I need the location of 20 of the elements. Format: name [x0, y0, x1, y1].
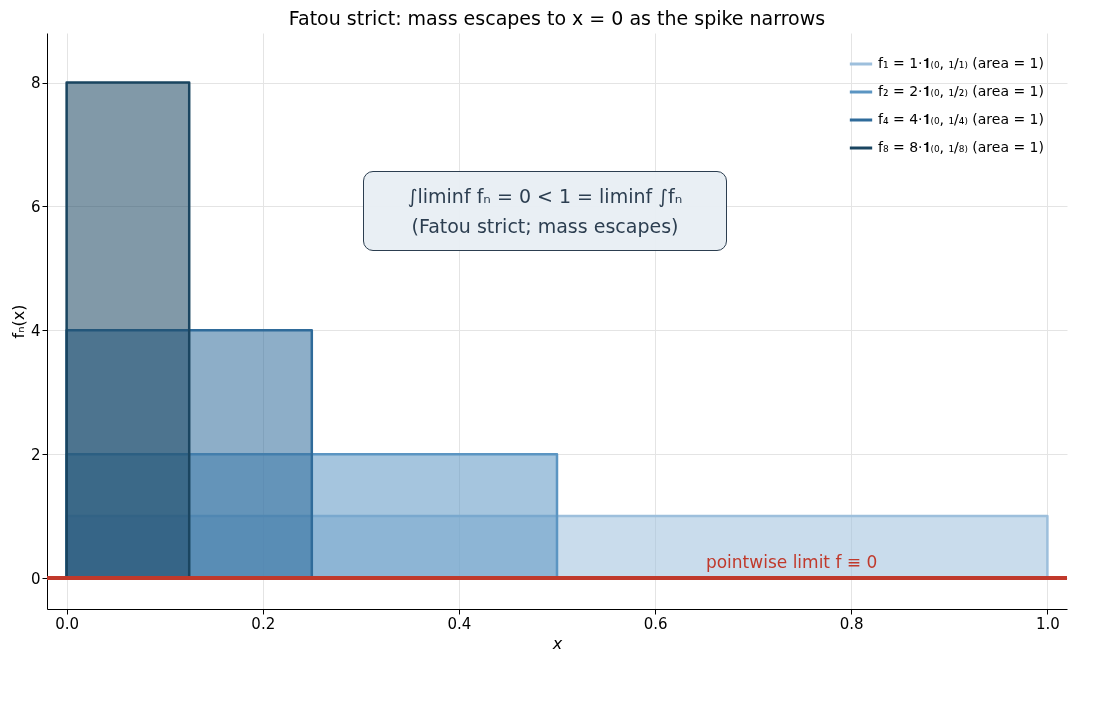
x-tick-label: 0.0 — [55, 614, 80, 633]
x-tick-label: 1.0 — [1035, 614, 1060, 633]
y-axis-title: fₙ(x) — [8, 304, 28, 339]
x-tick-label: 0.2 — [251, 614, 276, 633]
y-tick-label: 8 — [30, 74, 41, 93]
ref-line-label: pointwise limit f ≡ 0 — [705, 552, 878, 573]
y-tick-label: 6 — [30, 197, 41, 216]
x-tick-label: 0.4 — [447, 614, 472, 633]
x-axis-title: x — [551, 633, 563, 653]
legend-label: f₄ = 4·𝟏₍₀, ₁/₄₎ (area = 1) — [878, 111, 1044, 127]
y-tick-label: 2 — [30, 445, 41, 464]
chart-title: Fatou strict: mass escapes to x = 0 as the spike narrows — [288, 7, 826, 29]
legend-label: f₁ = 1·𝟏₍₀, ₁/₁₎ (area = 1) — [878, 55, 1044, 71]
x-tick-label: 0.6 — [643, 614, 668, 633]
legend-label: f₂ = 2·𝟏₍₀, ₁/₂₎ (area = 1) — [878, 83, 1044, 99]
legend-label: f₈ = 8·𝟏₍₀, ₁/₈₎ (area = 1) — [878, 139, 1044, 155]
y-tick-label: 4 — [30, 321, 41, 340]
y-tick-label: 0 — [30, 569, 41, 588]
annotation: ∫liminf fₙ = 0 < 1 = liminf ∫fₙ (Fatou strict; mass escapes) — [406, 184, 684, 239]
x-tick-label: 0.8 — [839, 614, 864, 633]
